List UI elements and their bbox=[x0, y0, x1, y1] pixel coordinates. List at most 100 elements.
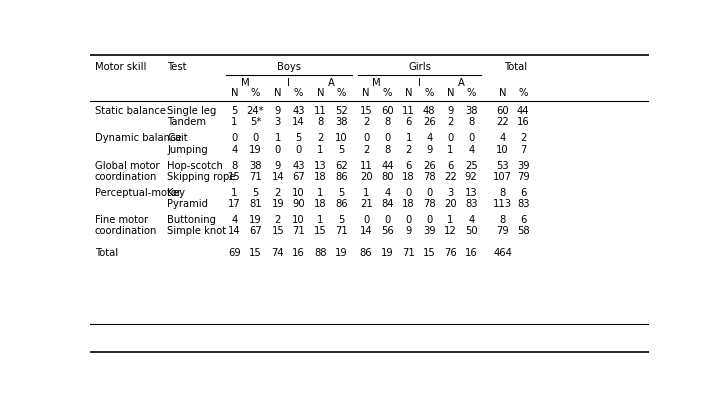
Text: 11: 11 bbox=[402, 106, 415, 116]
Text: 4: 4 bbox=[426, 133, 433, 143]
Text: 44: 44 bbox=[381, 161, 394, 170]
Text: 4: 4 bbox=[500, 133, 505, 143]
Text: 0: 0 bbox=[426, 215, 433, 225]
Text: 4: 4 bbox=[231, 215, 237, 225]
Text: 78: 78 bbox=[423, 199, 435, 209]
Text: %: % bbox=[337, 88, 346, 98]
Text: 79: 79 bbox=[496, 226, 509, 237]
Text: 10: 10 bbox=[292, 188, 305, 198]
Text: 74: 74 bbox=[272, 248, 284, 258]
Text: 69: 69 bbox=[228, 248, 241, 258]
Text: 5: 5 bbox=[296, 133, 301, 143]
Text: 67: 67 bbox=[292, 172, 305, 182]
Text: 8: 8 bbox=[500, 215, 505, 225]
Text: 113: 113 bbox=[493, 199, 512, 209]
Text: Simple knot: Simple knot bbox=[167, 226, 226, 237]
Text: 10: 10 bbox=[496, 145, 509, 154]
Text: 38: 38 bbox=[335, 117, 348, 127]
Text: Tandem: Tandem bbox=[167, 117, 206, 127]
Text: N: N bbox=[405, 88, 412, 98]
Text: 18: 18 bbox=[402, 199, 415, 209]
Text: 15: 15 bbox=[228, 172, 241, 182]
Text: 9: 9 bbox=[275, 161, 281, 170]
Text: Total: Total bbox=[94, 248, 118, 258]
Text: 0: 0 bbox=[448, 133, 454, 143]
Text: 15: 15 bbox=[360, 106, 373, 116]
Text: 38: 38 bbox=[249, 161, 262, 170]
Text: A: A bbox=[457, 78, 464, 88]
Text: 1: 1 bbox=[447, 215, 454, 225]
Text: 43: 43 bbox=[292, 106, 305, 116]
Text: 0: 0 bbox=[426, 188, 433, 198]
Text: N: N bbox=[274, 88, 282, 98]
Text: 5: 5 bbox=[338, 145, 345, 154]
Text: 3: 3 bbox=[275, 117, 281, 127]
Text: 12: 12 bbox=[444, 226, 457, 237]
Text: 4: 4 bbox=[384, 188, 391, 198]
Text: 8: 8 bbox=[231, 161, 237, 170]
Text: 14: 14 bbox=[228, 226, 241, 237]
Text: 1: 1 bbox=[405, 133, 412, 143]
Text: 0: 0 bbox=[231, 133, 237, 143]
Text: Pyramid: Pyramid bbox=[167, 199, 208, 209]
Text: 18: 18 bbox=[314, 199, 327, 209]
Text: 86: 86 bbox=[360, 248, 373, 258]
Text: 1: 1 bbox=[317, 145, 324, 154]
Text: 48: 48 bbox=[423, 106, 435, 116]
Text: 39: 39 bbox=[517, 161, 529, 170]
Text: Hop-scotch: Hop-scotch bbox=[167, 161, 223, 170]
Text: 14: 14 bbox=[360, 226, 373, 237]
Text: 107: 107 bbox=[493, 172, 512, 182]
Text: coordination: coordination bbox=[94, 226, 157, 237]
Text: Test: Test bbox=[167, 62, 187, 72]
Text: 2: 2 bbox=[520, 133, 526, 143]
Text: 1: 1 bbox=[275, 133, 281, 143]
Text: 58: 58 bbox=[517, 226, 529, 237]
Text: 2: 2 bbox=[405, 145, 412, 154]
Text: 0: 0 bbox=[275, 145, 281, 154]
Text: 71: 71 bbox=[402, 248, 415, 258]
Text: 18: 18 bbox=[402, 172, 415, 182]
Text: 90: 90 bbox=[292, 199, 305, 209]
Text: 0: 0 bbox=[384, 133, 391, 143]
Text: 17: 17 bbox=[228, 199, 241, 209]
Text: 19: 19 bbox=[335, 248, 348, 258]
Text: 2: 2 bbox=[363, 145, 369, 154]
Text: 6: 6 bbox=[520, 188, 526, 198]
Text: 8: 8 bbox=[500, 188, 505, 198]
Text: 9: 9 bbox=[275, 106, 281, 116]
Text: 8: 8 bbox=[384, 117, 391, 127]
Text: %: % bbox=[383, 88, 392, 98]
Text: 2: 2 bbox=[447, 117, 454, 127]
Text: %: % bbox=[294, 88, 304, 98]
Text: 15: 15 bbox=[249, 248, 262, 258]
Text: 15: 15 bbox=[272, 226, 284, 237]
Text: Motor skill: Motor skill bbox=[94, 62, 146, 72]
Text: 50: 50 bbox=[465, 226, 477, 237]
Text: M: M bbox=[373, 78, 381, 88]
Text: 13: 13 bbox=[314, 161, 327, 170]
Text: 8: 8 bbox=[468, 117, 474, 127]
Text: 4: 4 bbox=[468, 145, 474, 154]
Text: 0: 0 bbox=[405, 188, 412, 198]
Text: 79: 79 bbox=[517, 172, 529, 182]
Text: coordination: coordination bbox=[94, 172, 157, 182]
Text: Static balance: Static balance bbox=[94, 106, 166, 116]
Text: A: A bbox=[327, 78, 335, 88]
Text: 92: 92 bbox=[465, 172, 477, 182]
Text: 6: 6 bbox=[520, 215, 526, 225]
Text: N: N bbox=[447, 88, 454, 98]
Text: 0: 0 bbox=[252, 133, 259, 143]
Text: 0: 0 bbox=[363, 133, 369, 143]
Text: 15: 15 bbox=[423, 248, 435, 258]
Text: Skipping rope: Skipping rope bbox=[167, 172, 236, 182]
Text: 5: 5 bbox=[338, 215, 345, 225]
Text: 80: 80 bbox=[381, 172, 394, 182]
Text: 62: 62 bbox=[335, 161, 348, 170]
Text: 1: 1 bbox=[231, 117, 237, 127]
Text: 88: 88 bbox=[314, 248, 327, 258]
Text: N: N bbox=[499, 88, 506, 98]
Text: N: N bbox=[317, 88, 324, 98]
Text: 43: 43 bbox=[292, 161, 305, 170]
Text: 78: 78 bbox=[423, 172, 435, 182]
